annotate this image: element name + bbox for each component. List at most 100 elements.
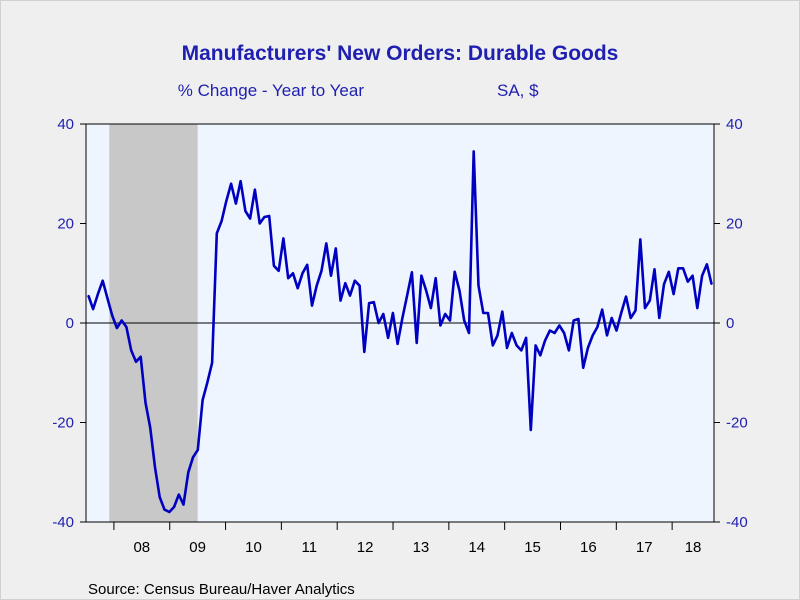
data-point — [330, 274, 332, 277]
data-point — [306, 264, 309, 266]
data-point — [620, 312, 622, 314]
data-point — [587, 347, 589, 349]
data-point — [401, 317, 404, 319]
data-point — [344, 282, 347, 285]
data-point — [87, 294, 90, 297]
data-point — [568, 349, 570, 352]
data-point — [144, 401, 147, 404]
data-point — [396, 343, 399, 345]
data-point — [220, 220, 223, 222]
data-point — [149, 426, 151, 429]
x-tick-label: 12 — [357, 539, 374, 556]
data-point — [368, 302, 370, 304]
data-point — [658, 317, 661, 319]
data-point — [239, 180, 242, 182]
data-point — [263, 216, 266, 218]
data-point — [216, 232, 218, 235]
y-tick-label-left: -40 — [52, 514, 74, 531]
data-point — [225, 200, 228, 202]
data-point — [439, 324, 442, 327]
data-point — [506, 347, 508, 349]
data-point — [377, 322, 380, 324]
data-point — [325, 242, 328, 245]
data-point — [644, 307, 646, 309]
data-point — [549, 329, 551, 332]
data-point — [534, 344, 537, 347]
data-point — [482, 312, 485, 314]
data-point — [444, 313, 447, 315]
data-point — [501, 310, 504, 313]
data-point — [296, 287, 299, 290]
data-point — [525, 337, 527, 339]
y-tick-label-right: -40 — [726, 514, 748, 531]
data-point — [530, 429, 532, 431]
x-tick-label: 10 — [245, 539, 262, 556]
data-point — [392, 312, 394, 314]
data-point — [596, 326, 599, 328]
data-point — [116, 327, 118, 329]
source-note: Source: Census Bureau/Haver Analytics — [88, 581, 355, 598]
data-point — [496, 334, 499, 337]
data-point — [282, 237, 285, 240]
data-point — [591, 334, 594, 337]
data-point — [254, 188, 256, 191]
data-point — [201, 399, 204, 401]
data-point — [235, 202, 237, 205]
data-point — [668, 271, 670, 273]
data-point — [292, 272, 294, 275]
data-point — [411, 271, 413, 274]
data-point — [158, 496, 161, 498]
data-point — [315, 284, 318, 287]
data-point — [672, 293, 675, 295]
data-point — [382, 313, 385, 315]
data-point — [387, 337, 389, 339]
data-point — [453, 271, 456, 273]
chart-subtitle-left: % Change - Year to Year — [178, 81, 365, 100]
data-point — [211, 362, 213, 364]
y-tick-label-left: 20 — [57, 216, 74, 233]
data-point — [625, 295, 627, 298]
data-point — [415, 342, 418, 344]
x-tick-label: 11 — [301, 539, 317, 556]
data-point — [710, 283, 713, 286]
data-point — [197, 449, 199, 451]
data-point — [691, 274, 694, 277]
data-point — [97, 293, 99, 295]
data-point — [687, 280, 689, 283]
chart-title: Manufacturers' New Orders: Durable Goods — [182, 42, 619, 65]
data-point — [487, 312, 489, 314]
data-point — [563, 332, 565, 334]
data-point — [544, 339, 546, 342]
data-point — [558, 324, 561, 327]
x-tick-label: 17 — [636, 539, 653, 556]
data-point — [649, 299, 651, 302]
data-point — [601, 308, 603, 311]
data-point — [449, 319, 451, 322]
x-tick-label: 13 — [413, 539, 430, 556]
data-point — [335, 247, 337, 250]
data-point — [430, 307, 432, 309]
y-tick-label-right: 0 — [726, 315, 734, 332]
data-point — [154, 466, 156, 469]
data-point — [173, 506, 175, 508]
data-point — [425, 289, 428, 292]
data-point — [120, 319, 123, 322]
series-points — [87, 150, 713, 513]
x-tick-label: 08 — [133, 539, 150, 556]
data-point — [696, 307, 699, 309]
data-point — [468, 332, 470, 334]
data-point — [653, 268, 656, 271]
data-point — [472, 150, 475, 153]
data-point — [320, 270, 323, 272]
data-point — [178, 493, 180, 496]
x-tick-label: 15 — [524, 539, 541, 556]
data-point — [249, 217, 251, 220]
data-point — [520, 349, 523, 352]
data-point — [615, 329, 618, 332]
data-point — [125, 326, 128, 328]
y-tick-label-right: 20 — [726, 216, 743, 233]
data-point — [406, 294, 408, 297]
data-point — [182, 503, 185, 506]
data-point — [477, 284, 480, 287]
data-point — [458, 289, 461, 292]
